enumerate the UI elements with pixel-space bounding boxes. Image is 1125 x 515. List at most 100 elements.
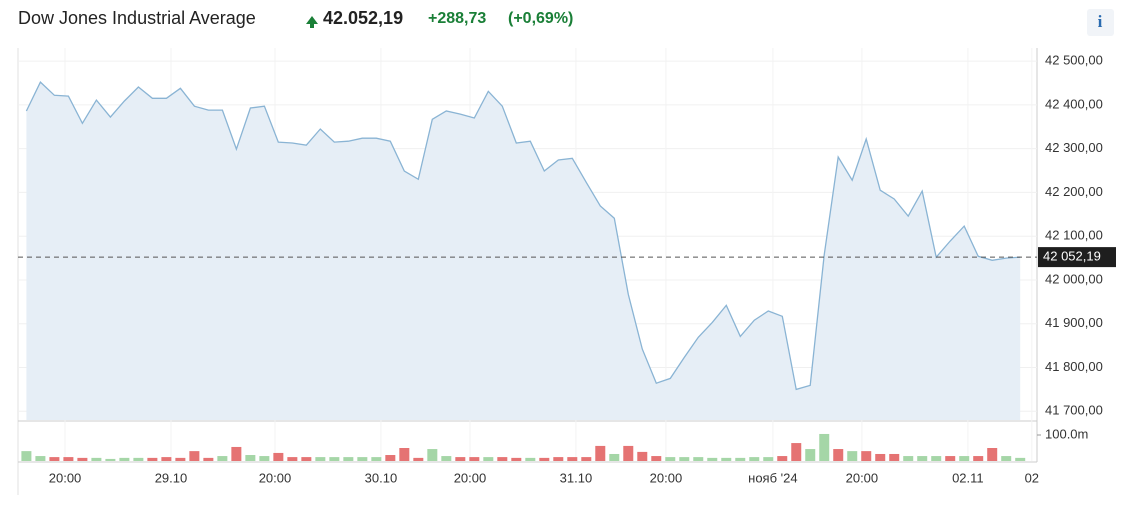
volume-bar: [329, 457, 340, 461]
volume-bar: [959, 456, 970, 461]
volume-bar: [231, 446, 242, 461]
change-pct: (+0,69%): [508, 10, 573, 27]
volume-bar: [805, 449, 816, 461]
y-tick-label: 42 000,00: [1045, 271, 1103, 286]
volume-bar: [203, 457, 214, 461]
y-tick-label: 42 500,00: [1045, 53, 1103, 68]
volume-bar: [693, 457, 704, 461]
volume-bar: [581, 457, 592, 461]
volume-bar: [259, 456, 270, 461]
volume-bar: [77, 457, 88, 461]
volume-bar: [399, 448, 410, 461]
volume-bar: [707, 457, 718, 461]
volume-bar: [763, 457, 774, 461]
volume-bar: [343, 457, 354, 461]
volume-bar: [637, 451, 648, 461]
info-icon[interactable]: i: [1098, 12, 1103, 31]
volume-bar: [917, 456, 928, 461]
volume-bar: [119, 457, 130, 461]
volume-bar: [35, 456, 46, 461]
volume-bar: [609, 453, 620, 461]
y-tick-label: 41 800,00: [1045, 359, 1103, 374]
y-tick-label: 42 300,00: [1045, 140, 1103, 155]
volume-bar: [161, 457, 172, 461]
volume-bar: [553, 457, 564, 461]
change: +288,73: [428, 10, 486, 27]
x-tick-label: 30.10: [365, 470, 398, 485]
x-tick-label: 31.10: [560, 470, 593, 485]
y-tick-label: 42 200,00: [1045, 184, 1103, 199]
volume-bar: [525, 457, 536, 461]
volume-bar: [931, 456, 942, 461]
info-button[interactable]: [1087, 9, 1114, 36]
volume-bar: [1001, 456, 1012, 461]
volume-bar: [595, 445, 606, 461]
volume-bar: [245, 455, 256, 461]
volume-bar: [875, 453, 886, 461]
volume-bar: [315, 457, 326, 461]
y-tick-label: 42 100,00: [1045, 228, 1103, 243]
volume-bar: [497, 457, 508, 461]
volume-bar: [287, 457, 298, 461]
volume-bar: [945, 456, 956, 461]
y-tick-label: 41 700,00: [1045, 403, 1103, 418]
volume-bar: [217, 456, 228, 461]
volume-bar: [427, 449, 438, 461]
volume-bar: [623, 445, 634, 461]
volume-bar: [189, 451, 200, 461]
x-tick-label: 20:00: [846, 470, 879, 485]
x-tick-label: нояб '24: [748, 470, 797, 485]
volume-bar: [847, 451, 858, 461]
volume-bar: [91, 457, 102, 461]
volume-bar: [511, 457, 522, 461]
volume-tick-label: 100.0m: [1045, 426, 1088, 441]
y-tick-label: 42 400,00: [1045, 96, 1103, 111]
volume-bar: [63, 457, 74, 461]
y-tick-label: 41 900,00: [1045, 315, 1103, 330]
volume-bar: [651, 456, 662, 461]
volume-bar: [721, 457, 732, 461]
volume-bar: [455, 457, 466, 461]
volume-bar: [21, 451, 32, 461]
price-line: [25, 81, 1021, 391]
volume-bar: [749, 457, 760, 461]
title: Dow Jones Industrial Average: [18, 8, 256, 28]
volume-bar: [889, 453, 900, 461]
volume-bar: [987, 448, 998, 461]
x-tick-label: 02.11: [952, 470, 984, 485]
volume-bar: [357, 457, 368, 461]
volume-bar: [441, 456, 452, 461]
volume-bar: [469, 457, 480, 461]
volume-bar: [105, 458, 116, 461]
volume-bar: [483, 457, 494, 461]
volume-bar: [791, 443, 802, 461]
volume-bar: [735, 457, 746, 461]
x-tick-label: 02: [1025, 470, 1039, 485]
last-price-label: 42 052,19: [1043, 249, 1101, 264]
x-tick-label: 20:00: [49, 470, 82, 485]
volume-bar: [679, 457, 690, 461]
volume-bar: [371, 457, 382, 461]
x-tick-label: 20:00: [650, 470, 683, 485]
last-price-box: [1038, 247, 1116, 268]
x-tick-label: 20:00: [259, 470, 292, 485]
volume-bar: [539, 457, 550, 461]
volume-bar: [1015, 457, 1026, 461]
volume-bar: [147, 457, 158, 461]
volume-bar: [385, 455, 396, 461]
area: [26, 82, 1021, 420]
volume-bar: [973, 456, 984, 461]
volume-bar: [273, 452, 284, 461]
volume-bar: [175, 457, 186, 461]
volume-bar: [819, 433, 830, 461]
volume-bar: [833, 449, 844, 461]
up-arrow: [306, 16, 318, 28]
volume-bar: [777, 456, 788, 461]
volume-bar: [665, 457, 676, 461]
x-tick-label: 20:00: [454, 470, 487, 485]
x-tick-label: 29.10: [155, 470, 188, 485]
volume-bar: [567, 457, 578, 461]
volume-bar: [413, 457, 424, 461]
